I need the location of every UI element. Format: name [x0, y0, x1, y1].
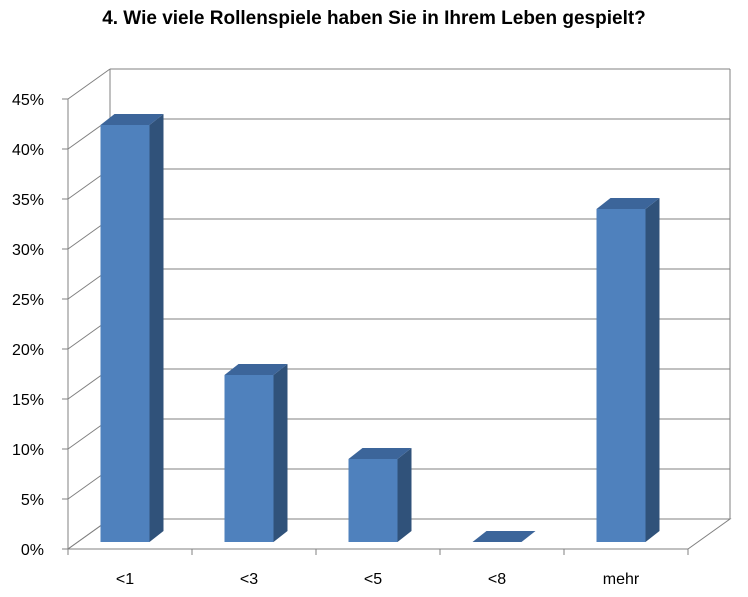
y-tick-label: 45% [12, 92, 44, 109]
x-tick-label: <8 [488, 571, 506, 588]
y-tick-label: 40% [12, 142, 44, 159]
x-tick-label: mehr [603, 571, 640, 588]
y-tick-label: 10% [12, 442, 44, 459]
y-tick-label: 20% [12, 342, 44, 359]
bar-side [149, 114, 164, 542]
gridline-depth [67, 68, 111, 100]
bar-side [273, 364, 288, 542]
bar [224, 375, 274, 542]
bar [596, 209, 646, 542]
y-tick-label: 5% [21, 492, 44, 509]
y-tick-label: 25% [12, 292, 44, 309]
bar [100, 125, 150, 542]
bar-side [645, 198, 660, 542]
floor [66, 518, 732, 550]
bar-top [596, 198, 660, 209]
x-tick-label: <3 [240, 571, 258, 588]
bar [348, 459, 398, 542]
y-tick-label: 30% [12, 242, 44, 259]
bar-top [224, 364, 288, 375]
chart-title: 4. Wie viele Rollenspiele haben Sie in I… [102, 8, 646, 29]
x-tick-label: <5 [364, 571, 382, 588]
y-tick-label: 35% [12, 192, 44, 209]
y-tick-label: 15% [12, 392, 44, 409]
bar-top [472, 531, 536, 542]
bar-top [100, 114, 164, 125]
bar-top [348, 448, 412, 459]
x-tick-label: <1 [116, 571, 134, 588]
y-tick-label: 0% [21, 542, 44, 559]
bar-side [397, 448, 412, 542]
